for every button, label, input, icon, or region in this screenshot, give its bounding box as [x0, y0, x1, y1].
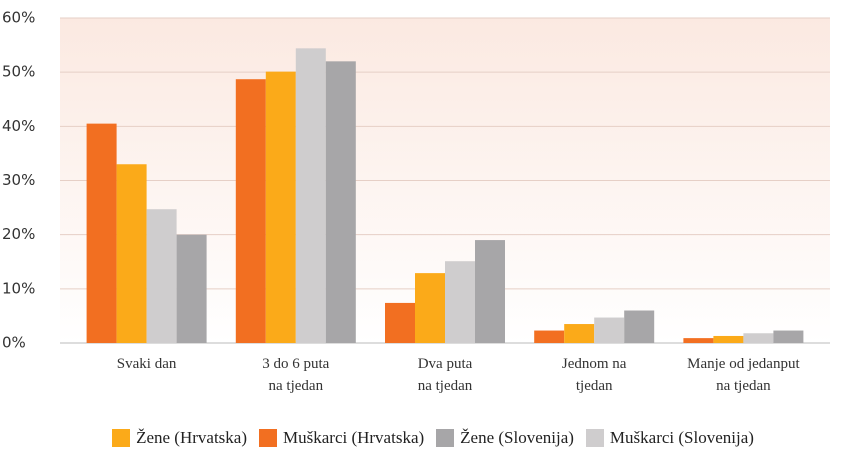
y-tick-label: 20% — [2, 225, 35, 243]
legend-label: Muškarci (Slovenija) — [609, 428, 754, 447]
y-tick-label: 10% — [2, 279, 35, 297]
bar — [86, 123, 117, 343]
x-tick-label: 3 do 6 puta na tjedan — [262, 356, 330, 394]
legend-item: Žene (Slovenija) — [436, 428, 574, 448]
y-tick-label: 40% — [2, 117, 35, 135]
bar — [743, 333, 774, 343]
x-tick-label: Manje od jedanput na tjedan — [687, 356, 800, 394]
legend-item: Muškarci (Hrvatska) — [259, 428, 424, 448]
legend-label: Žene (Slovenija) — [460, 428, 574, 447]
plot: 0% 10% 20% 30% 40% 50% 60% — [2, 9, 830, 352]
x-tick-label: Jednom na tjedan — [561, 356, 627, 394]
bar — [624, 310, 655, 343]
bar — [146, 209, 177, 343]
legend-swatch — [436, 429, 455, 447]
legend-swatch — [585, 429, 604, 447]
legend-label: Žene (Hrvatska) — [136, 428, 247, 447]
bar — [445, 261, 475, 343]
y-tick-label: 50% — [2, 63, 35, 81]
x-tick-label: Dva puta na tjedan — [417, 356, 473, 394]
bar — [325, 61, 356, 343]
bar — [235, 79, 266, 343]
legend-item: Žene (Hrvatska) — [112, 428, 247, 448]
bar — [564, 324, 595, 343]
bar — [475, 240, 505, 343]
bar — [415, 273, 445, 343]
y-tick-label: 30% — [2, 171, 35, 189]
y-tick-label: 0% — [2, 334, 26, 352]
bar — [713, 335, 744, 343]
bar — [265, 71, 296, 343]
bar — [385, 302, 415, 343]
legend-item: Muškarci (Slovenija) — [585, 428, 754, 448]
legend-swatch — [259, 429, 277, 447]
legend: Žene (Hrvatska) Muškarci (Hrvatska) Žene (… — [0, 428, 866, 448]
bar — [773, 330, 804, 343]
legend-swatch — [112, 429, 131, 447]
bar — [594, 317, 625, 343]
legend-label: Muškarci (Hrvatska) — [283, 428, 425, 447]
bar — [116, 164, 147, 343]
bar — [683, 338, 714, 343]
bar — [295, 48, 326, 343]
y-tick-label: 60% — [2, 9, 35, 27]
x-tick-label: Svaki dan — [116, 356, 177, 372]
bar — [534, 330, 565, 343]
bar — [176, 234, 207, 343]
